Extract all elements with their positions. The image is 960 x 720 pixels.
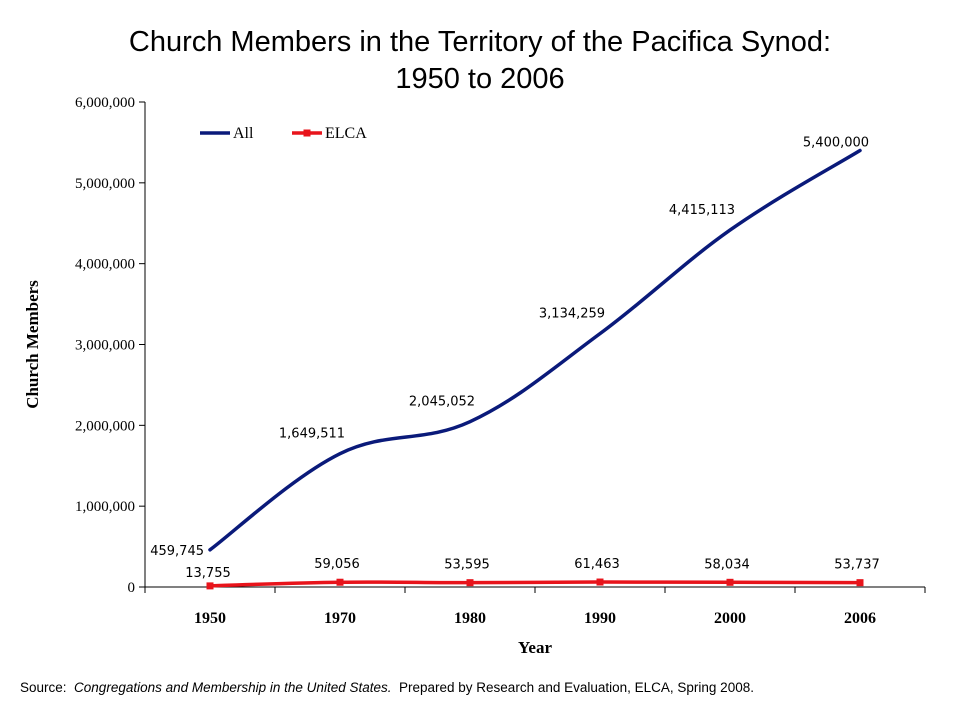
data-label-elca: 61,463: [574, 557, 620, 572]
y-tick-label: 4,000,000: [75, 257, 135, 273]
legend-label-all: All: [233, 125, 254, 142]
data-label-all: 5,400,000: [803, 136, 869, 151]
legend-label-elca: ELCA: [325, 125, 367, 142]
x-axis-title: Year: [518, 638, 552, 657]
data-label-all: 3,134,259: [539, 307, 605, 322]
x-tick-label: 1950: [194, 610, 226, 627]
data-label-elca: 59,056: [314, 557, 360, 572]
x-tick-label: 1990: [584, 610, 616, 627]
chart-title: Church Members in the Territory of the P…: [0, 24, 960, 98]
x-tick-label: 1980: [454, 610, 486, 627]
x-tick-label: 1970: [324, 610, 356, 627]
legend-marker-elca: [303, 129, 311, 137]
chart-axes: 0 1,000,000 2,000,000 3,000,000 4,000,000 5,0…: [23, 95, 926, 657]
y-tick-label: 0: [128, 580, 136, 596]
y-tick-label: 6,000,000: [75, 95, 135, 111]
y-tick-label: 5,000,000: [75, 176, 135, 192]
data-label-elca: 53,595: [444, 558, 490, 573]
series-point-elca: [206, 582, 214, 590]
chart-title-line-2: 1950 to 2006: [395, 63, 565, 95]
data-label-elca: 13,755: [185, 566, 231, 581]
chart-legend: All ELCA: [200, 125, 367, 142]
data-label-all: 2,045,052: [409, 395, 475, 410]
data-label-all: 459,745: [150, 544, 204, 559]
x-tick-label: 2006: [844, 610, 876, 627]
series-point-elca: [856, 579, 864, 587]
series-point-elca: [336, 578, 344, 586]
data-label-all: 4,415,113: [669, 203, 735, 218]
chart-title-line-1: Church Members in the Territory of the P…: [128, 26, 832, 58]
chart-series: [206, 148, 864, 590]
data-label-elca: 53,737: [834, 558, 880, 573]
source-prefix: Source:: [20, 680, 67, 695]
x-tick-label: 2000: [714, 610, 746, 627]
y-tick-label: 1,000,000: [75, 499, 135, 515]
data-label-all: 1,649,511: [279, 427, 345, 442]
source-note: Source: Congregations and Membership in …: [20, 680, 950, 695]
series-line-elca: [208, 580, 862, 588]
source-suffix: Prepared by Research and Evaluation, ELC…: [399, 680, 754, 695]
series-point-elca: [726, 578, 734, 586]
y-tick-label: 3,000,000: [75, 338, 135, 354]
chart-data-labels: 459,745 1,649,511 2,045,052 3,134,259 4,415,…: [150, 136, 880, 581]
source-title: Congregations and Membership in the Unit…: [74, 680, 392, 695]
series-point-elca: [466, 579, 474, 587]
y-axis-title: Church Members: [23, 280, 42, 409]
y-tick-label: 2,000,000: [75, 418, 135, 434]
series-line-all: [208, 148, 862, 552]
data-label-elca: 58,034: [704, 557, 750, 572]
series-point-elca: [596, 578, 604, 586]
